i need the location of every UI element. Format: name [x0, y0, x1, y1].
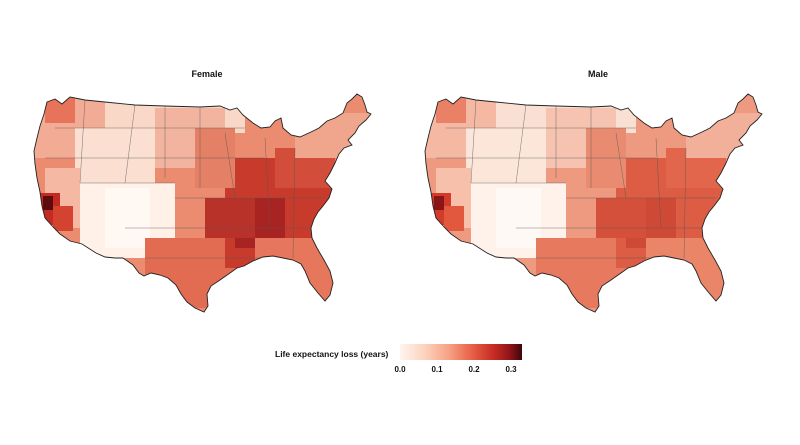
male-choropleth-map [424, 93, 763, 313]
legend-tick-label: 0.2 [468, 365, 480, 374]
female-panel-title: Female [191, 69, 223, 79]
male-panel-title: Male [587, 69, 609, 79]
legend-tick-label: 0.3 [505, 365, 517, 374]
legend-title: Life expectancy loss (years) [275, 349, 389, 359]
legend-tick-label: 0.1 [431, 365, 443, 374]
female-choropleth-map [33, 93, 372, 313]
legend-tick-label: 0.0 [394, 365, 406, 374]
legend-color-bar [400, 344, 522, 360]
